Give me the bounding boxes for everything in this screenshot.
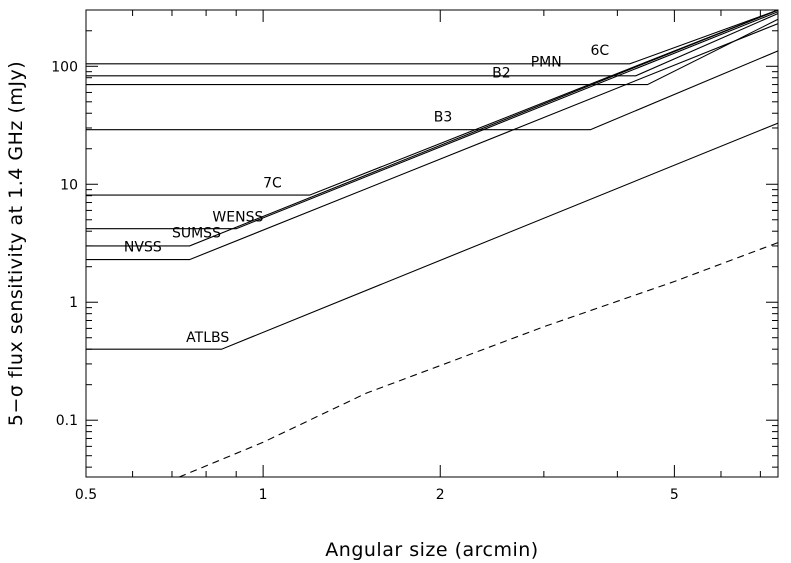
x-tick-label: 5 — [670, 487, 679, 503]
y-tick-label: 10 — [60, 177, 78, 193]
x-tick-label: 1 — [259, 487, 268, 503]
y-axis-title: 5−σ flux sensitivity at 1.4 GHz (mJy) — [5, 61, 27, 426]
x-axis-title: Angular size (arcmin) — [325, 539, 538, 561]
series-line-wenss — [86, 11, 778, 230]
series-line-b3 — [86, 50, 778, 131]
y-tick-label: 0.1 — [56, 413, 78, 429]
series-label-b2: B2 — [492, 66, 511, 82]
series-line-6c — [86, 10, 778, 65]
series-label-wenss: WENSS — [212, 209, 263, 225]
plot-frame — [85, 9, 779, 478]
series-line-sumss — [86, 10, 778, 247]
series-line-pmn — [86, 12, 778, 77]
series-label-sumss: SUMSS — [172, 225, 221, 241]
series-label-nvss: NVSS — [124, 239, 162, 255]
x-tick-label: 2 — [436, 487, 445, 503]
series-label-pmn: PMN — [531, 54, 562, 70]
series-line-nvss — [86, 23, 778, 261]
series-line-dashed — [178, 242, 778, 477]
axis-ticks: 0.5 1 2 5 0.1 1 10 100 — [51, 9, 778, 503]
plot-area — [86, 10, 778, 477]
series-label-atlbs: ATLBS — [186, 330, 229, 346]
y-tick-label: 1 — [69, 295, 78, 311]
series-label-6c: 6C — [590, 43, 609, 59]
y-tick-label: 100 — [51, 59, 78, 75]
series-line-atlbs — [86, 122, 778, 350]
series-label-7c: 7C — [263, 175, 282, 191]
series-line-7c — [86, 10, 778, 196]
x-tick-label: 0.5 — [75, 487, 97, 503]
series-label-b3: B3 — [434, 110, 453, 126]
